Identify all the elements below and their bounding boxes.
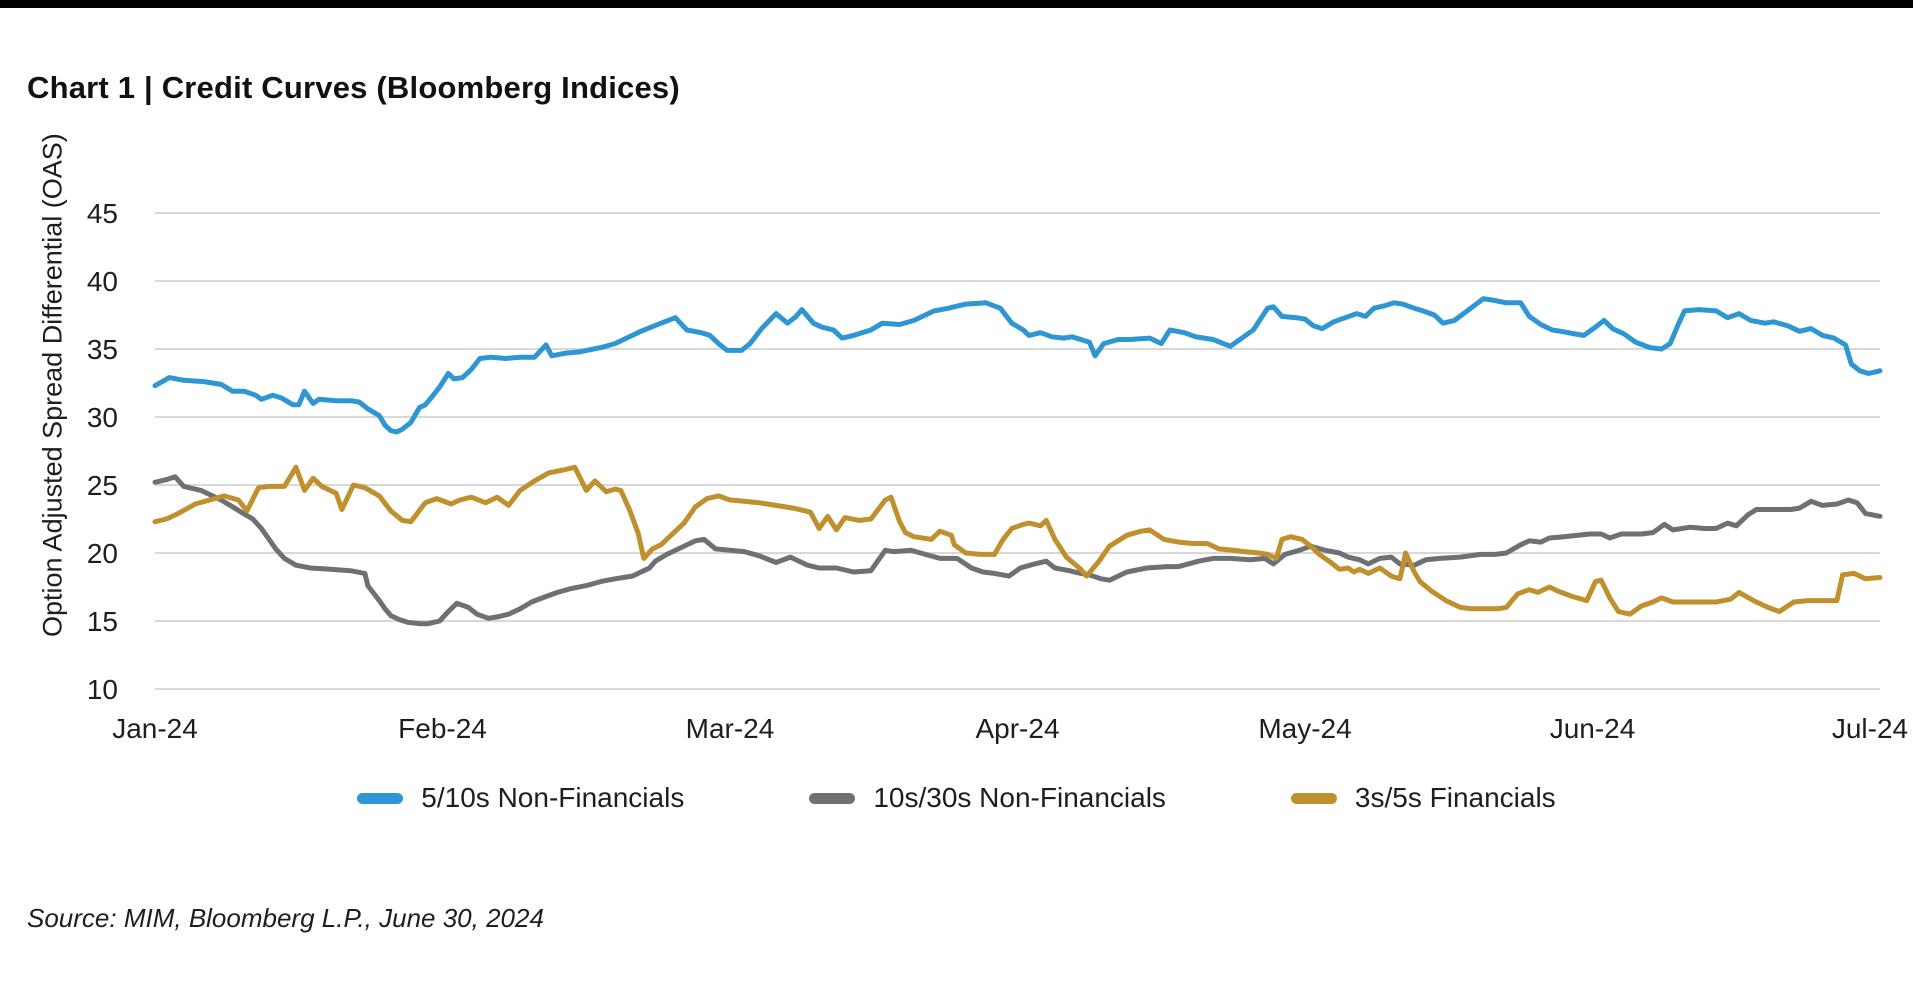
x-tick-label-Apr-24: Apr-24 — [975, 713, 1059, 744]
series-line-1 — [152, 474, 1883, 627]
legend-swatch-gold — [1290, 792, 1337, 804]
legend-item-10s-30s-non-financials: 10s/30s Non-Financials — [809, 782, 1166, 814]
legend-item-5-10s-non-financials: 5/10s Non-Financials — [357, 782, 684, 814]
x-tick-label-Jul-24: Jul-24 — [1832, 713, 1908, 744]
y-tick-label-30: 30 — [87, 402, 118, 433]
top-rule — [0, 0, 1913, 8]
y-tick-label-10: 10 — [87, 674, 118, 705]
legend-label: 3s/5s Financials — [1354, 782, 1556, 813]
legend-item-3s-5s-financials: 3s/5s Financials — [1290, 782, 1556, 814]
legend: 5/10s Non-Financials 10s/30s Non-Financi… — [0, 782, 1913, 814]
chart-title: Chart 1 | Credit Curves (Bloomberg Indic… — [27, 70, 680, 105]
source-note: Source: MIM, Bloomberg L.P., June 30, 20… — [27, 903, 544, 933]
y-tick-label-40: 40 — [87, 266, 118, 297]
series-line-2 — [152, 464, 1883, 617]
series-line-0 — [152, 296, 1883, 435]
y-tick-label-25: 25 — [87, 470, 118, 501]
y-tick-label-35: 35 — [87, 334, 118, 365]
y-tick-label-45: 45 — [87, 198, 118, 229]
x-tick-label-Jan-24: Jan-24 — [112, 713, 198, 744]
y-tick-label-15: 15 — [87, 606, 118, 637]
x-tick-label-Jun-24: Jun-24 — [1550, 713, 1636, 744]
x-tick-label-May-24: May-24 — [1258, 713, 1351, 744]
x-tick-label-Feb-24: Feb-24 — [398, 713, 487, 744]
x-tick-label-Mar-24: Mar-24 — [686, 713, 775, 744]
legend-swatch-gray — [809, 792, 856, 804]
legend-label: 10s/30s Non-Financials — [873, 782, 1166, 813]
y-tick-label-20: 20 — [87, 538, 118, 569]
legend-swatch-blue — [357, 792, 404, 804]
legend-label: 5/10s Non-Financials — [421, 782, 685, 813]
